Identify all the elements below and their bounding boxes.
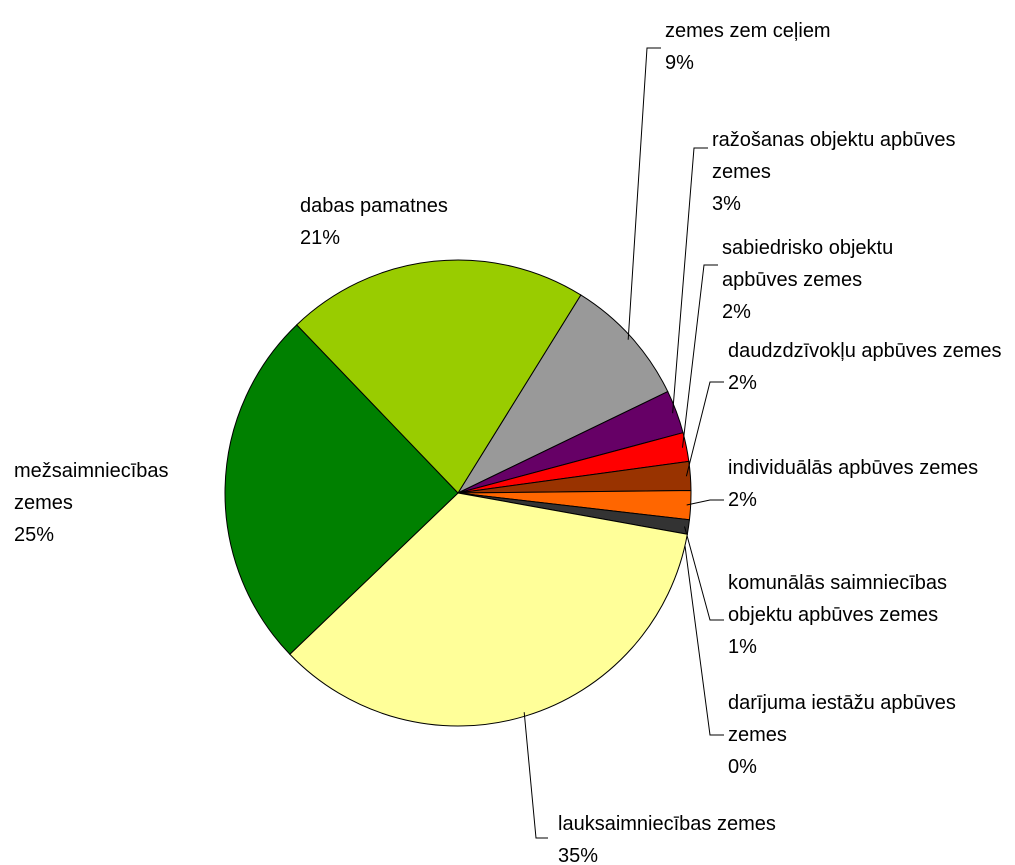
leader-line: [681, 264, 718, 448]
slice-label: komunālās saimniecības objektu apbūves z…: [728, 567, 1013, 663]
value-label: 2%: [728, 372, 757, 394]
leader-line: [686, 499, 724, 506]
value-label: 25%: [14, 524, 55, 546]
category-name: zemes zem ceļiem: [665, 20, 831, 42]
leader-line: [627, 47, 661, 340]
pie-slice: [289, 492, 688, 727]
value-label: 3%: [712, 193, 741, 215]
value-label: 9%: [665, 52, 694, 74]
value-label: 1%: [728, 636, 757, 658]
category-name: darījuma iestāžu apbūves zemes: [728, 692, 956, 746]
leader-line: [684, 526, 724, 621]
value-label: 2%: [722, 301, 751, 323]
category-name: dabas pamatnes: [300, 195, 448, 217]
pie-slice: [224, 324, 459, 655]
slice-label: sabiedrisko objektu apbūves zemes 2%: [722, 232, 952, 328]
value-label: 35%: [558, 845, 599, 865]
slice-label: dabas pamatnes 21%: [300, 190, 550, 254]
slice-label: mežsaimniecības zemes 25%: [14, 455, 224, 551]
pie-slice: [296, 259, 582, 494]
pie-slice: [456, 294, 669, 495]
slice-label: ražošanas objektu apbūves zemes 3%: [712, 124, 962, 220]
category-name: lauksaimniecības zemes: [558, 813, 776, 835]
category-name: ražošanas objektu apbūves zemes: [712, 129, 956, 183]
slice-label: zemes zem ceļiem 9%: [665, 15, 925, 79]
value-label: 2%: [728, 489, 757, 511]
value-label: 0%: [728, 756, 757, 778]
value-label: 21%: [300, 227, 341, 249]
slice-label: darījuma iestāžu apbūves zemes 0%: [728, 687, 958, 783]
category-name: individuālās apbūves zemes: [728, 457, 979, 479]
leader-line: [523, 712, 548, 839]
category-name: komunālās saimniecības objektu apbūves z…: [728, 572, 947, 626]
category-name: sabiedrisko objektu apbūves zemes: [722, 237, 894, 291]
category-name: mežsaimniecības zemes: [14, 460, 169, 514]
slice-label: daudzdzīvokļu apbūves zemes 2%: [728, 335, 1008, 399]
leader-line: [672, 147, 708, 414]
slice-label: lauksaimniecības zemes 35%: [558, 808, 878, 865]
leader-line: [682, 533, 724, 736]
category-name: daudzdzīvokļu apbūves zemes: [728, 340, 1002, 362]
leader-line: [685, 381, 724, 477]
slice-label: individuālās apbūves zemes 2%: [728, 452, 988, 516]
